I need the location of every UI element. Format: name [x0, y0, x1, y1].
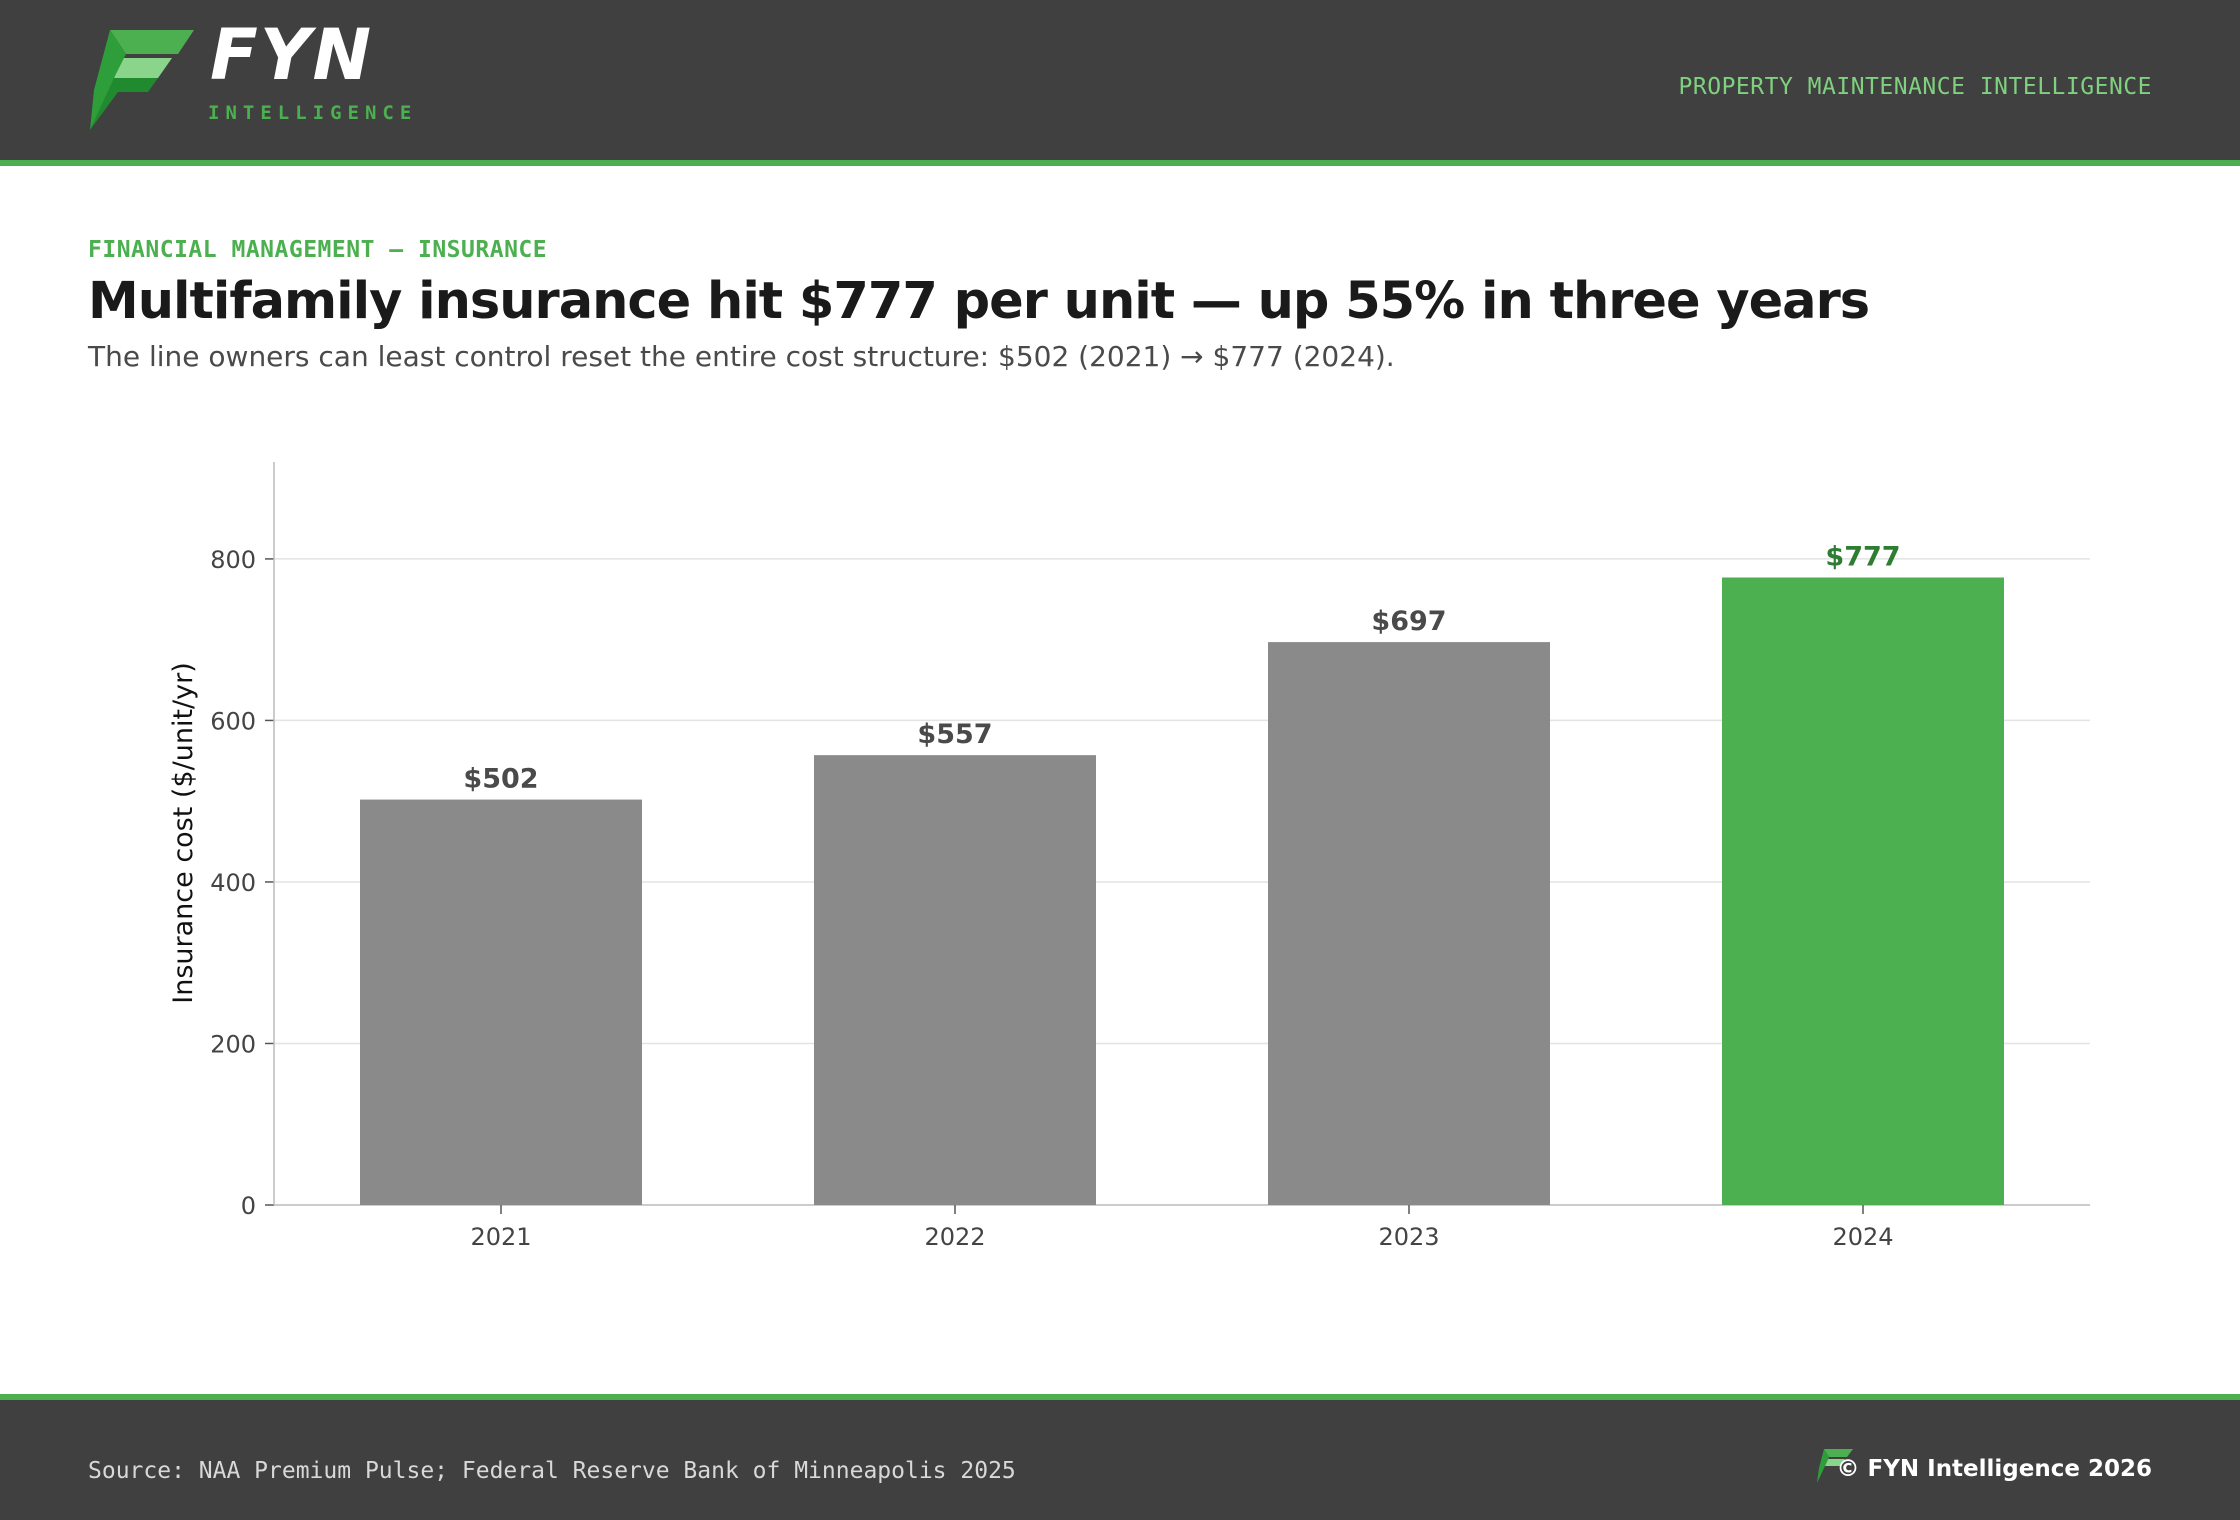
fyn-logo-small-icon [1817, 1449, 1853, 1483]
y-tick-label: 800 [210, 546, 256, 574]
bar-2023 [1268, 642, 1550, 1205]
y-axis-label: Insurance cost ($/unit/yr) [168, 662, 199, 1003]
data-label-2023: $697 [1371, 606, 1446, 637]
fyn-logo-icon [90, 30, 194, 130]
x-tick-label: 2024 [1832, 1223, 1893, 1251]
data-label-2022: $557 [917, 719, 992, 750]
footer: Source: NAA Premium Pulse; Federal Reser… [0, 1394, 2240, 1520]
copyright: © FYN Intelligence 2026 [1836, 1456, 2153, 1482]
page-subtitle: The line owners can least control reset … [88, 340, 1395, 373]
bar-2021 [360, 799, 642, 1205]
y-tick-label: 200 [210, 1030, 256, 1058]
y-tick-label: 0 [241, 1192, 256, 1220]
x-tick-label: 2021 [470, 1223, 531, 1251]
brand-subtitle: INTELLIGENCE [208, 102, 418, 124]
bar-chart: 0 200 400 600 800 Insurance cost ($/unit/yr) $… [168, 462, 2090, 1251]
section-eyebrow: FINANCIAL MANAGEMENT — INSURANCE [88, 237, 548, 263]
data-label-2021: $502 [463, 764, 538, 795]
bar-2024 [1722, 577, 2004, 1205]
page-title: Multifamily insurance hit $777 per unit … [88, 272, 1870, 331]
brand-name: FYN [210, 14, 374, 96]
x-tick-label: 2023 [1378, 1223, 1439, 1251]
data-label-2024: $777 [1825, 541, 1900, 572]
source-note: Source: NAA Premium Pulse; Federal Reser… [88, 1458, 1016, 1484]
x-tick-label: 2022 [924, 1223, 985, 1251]
header-tagline: PROPERTY MAINTENANCE INTELLIGENCE [1678, 74, 2152, 100]
y-tick-label: 600 [210, 707, 256, 735]
y-tick-label: 400 [210, 869, 256, 897]
bar-2022 [814, 755, 1096, 1205]
header: FYN INTELLIGENCE PROPERTY MAINTENANCE IN… [0, 0, 2240, 166]
